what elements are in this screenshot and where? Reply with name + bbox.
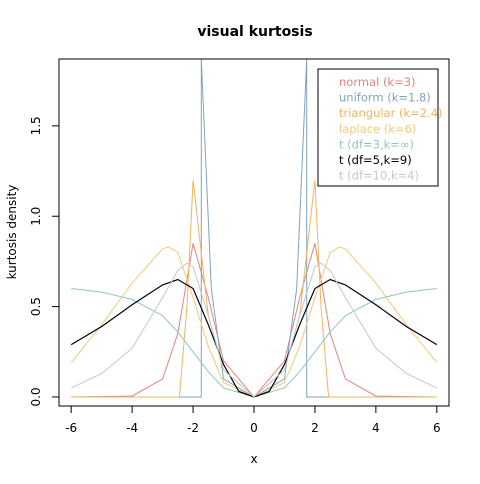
y-axis: 0.0 0.5 1.0 1.5	[29, 116, 60, 407]
y-tick-label: 1.5	[29, 116, 43, 135]
legend-item-0: normal (k=3)	[339, 75, 416, 89]
series-line-6	[70, 262, 438, 398]
legend-box	[317, 68, 439, 187]
x-tick-label: 4	[372, 421, 380, 435]
series-line-4	[71, 288, 437, 398]
y-tick-label: 0.5	[29, 297, 43, 316]
series-line-0	[71, 243, 437, 398]
series-line-2	[71, 180, 437, 398]
legend-item-3: laplace (k=6)	[339, 122, 416, 136]
x-tick-label: -6	[65, 421, 77, 435]
legend-item-6: t (df=10,k=4)	[339, 169, 419, 183]
legend-item-2: triangular (k=2.4)	[339, 106, 443, 120]
legend-item-4: t (df=3,k=∞)	[339, 137, 414, 151]
x-tick-label: 2	[311, 421, 319, 435]
series-line-5	[70, 278, 438, 398]
legend: normal (k=3) uniform (k=1.8)triangular (k…	[317, 68, 443, 187]
x-tick-label: 0	[250, 421, 258, 435]
series-line-3	[70, 246, 438, 398]
x-tick-label: 6	[433, 421, 441, 435]
plot-area	[70, 58, 438, 398]
legend-item-5: t (df=5,k=9)	[339, 153, 412, 167]
y-tick-label: 1.0	[29, 207, 43, 226]
x-tick-label: -2	[187, 421, 199, 435]
legend-item-1: uniform (k=1.8)	[339, 91, 431, 105]
x-tick-label: -4	[126, 421, 138, 435]
x-axis-label: x	[250, 452, 257, 466]
x-axis: -6 -4 -2 0 2 4 6	[65, 405, 441, 435]
y-tick-label: 0.0	[29, 387, 43, 406]
y-axis-label: kurtosis density	[5, 185, 19, 280]
chart-title: visual kurtosis	[197, 24, 312, 40]
